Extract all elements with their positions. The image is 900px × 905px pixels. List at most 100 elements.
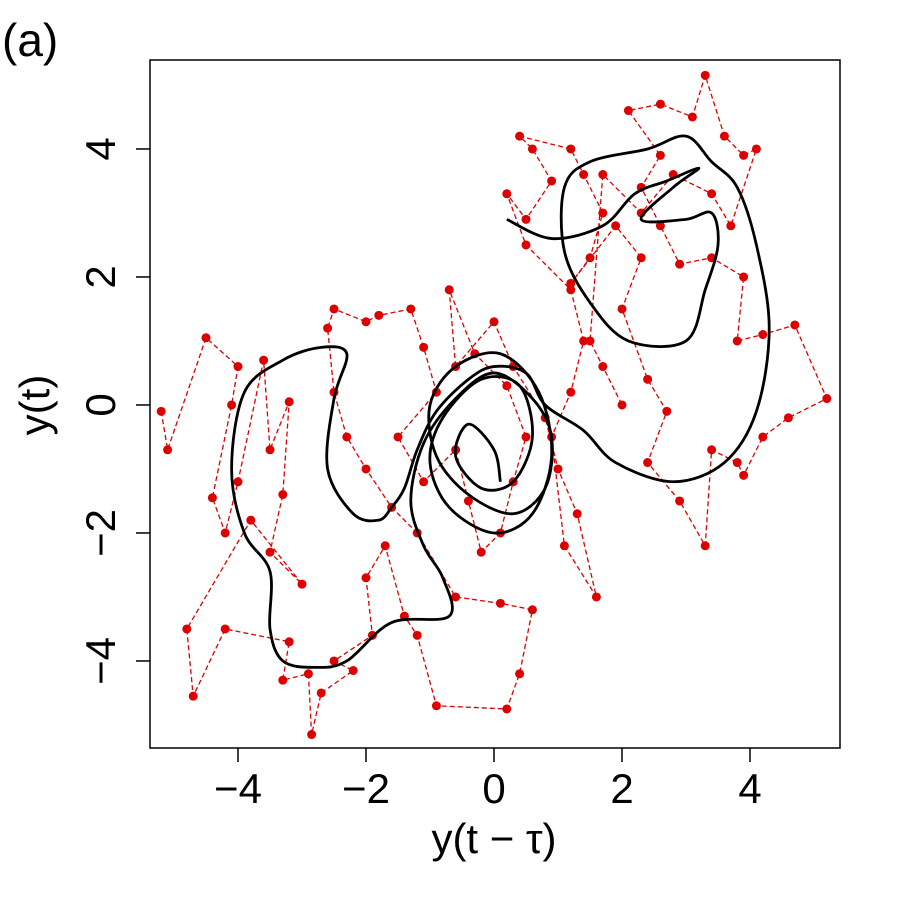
chart-title: (a) — [2, 14, 58, 66]
point — [521, 214, 531, 224]
point — [566, 144, 576, 154]
point — [233, 477, 243, 487]
x-axis-label: y(t − τ) — [431, 815, 556, 862]
point — [700, 70, 710, 80]
point — [591, 592, 601, 602]
point — [579, 170, 589, 180]
attractor-curve — [230, 134, 771, 669]
point — [751, 144, 761, 154]
point — [675, 496, 685, 506]
point — [361, 464, 371, 474]
point — [284, 397, 294, 407]
point — [732, 458, 742, 468]
point — [393, 432, 403, 442]
point — [707, 445, 717, 455]
point — [547, 176, 557, 186]
point — [348, 666, 358, 676]
point — [316, 688, 326, 698]
point — [406, 304, 416, 314]
point — [790, 320, 800, 330]
point — [278, 675, 288, 685]
point — [636, 253, 646, 263]
point — [329, 656, 339, 666]
point — [623, 106, 633, 116]
y-tick-label: 4 — [77, 137, 124, 160]
point — [579, 336, 589, 346]
point — [495, 598, 505, 608]
point — [502, 189, 512, 199]
point — [220, 624, 230, 634]
point — [361, 573, 371, 583]
point — [585, 336, 595, 346]
point — [598, 362, 608, 372]
point — [303, 669, 313, 679]
point — [572, 509, 582, 519]
point — [566, 285, 576, 295]
point — [265, 547, 275, 557]
point — [758, 432, 768, 442]
point — [284, 637, 294, 647]
point — [451, 592, 461, 602]
point — [739, 272, 749, 282]
x-tick-label: 2 — [610, 765, 633, 812]
point — [220, 528, 230, 538]
point — [444, 285, 454, 295]
point — [297, 579, 307, 589]
point — [732, 336, 742, 346]
point — [380, 541, 390, 551]
point — [323, 323, 333, 333]
point — [431, 701, 441, 711]
point — [739, 470, 749, 480]
x-tick-label: −2 — [342, 765, 390, 812]
point — [265, 445, 275, 455]
point — [553, 464, 563, 474]
point — [156, 406, 166, 416]
point — [329, 304, 339, 314]
point — [527, 144, 537, 154]
point — [521, 432, 531, 442]
y-tick-label: −4 — [77, 637, 124, 685]
point — [643, 374, 653, 384]
point — [515, 669, 525, 679]
x-tick-label: 4 — [738, 765, 761, 812]
point — [515, 131, 525, 141]
point — [182, 624, 192, 634]
point — [342, 432, 352, 442]
y-axis-label: y(t) — [11, 375, 58, 436]
point — [655, 150, 665, 160]
point — [707, 189, 717, 199]
point — [726, 221, 736, 231]
point — [246, 515, 256, 525]
point — [419, 477, 429, 487]
point — [585, 253, 595, 263]
point — [687, 112, 697, 122]
point — [412, 630, 422, 640]
point — [700, 541, 710, 551]
point — [502, 704, 512, 714]
point — [662, 406, 672, 416]
point — [783, 413, 793, 423]
point — [521, 240, 531, 250]
point — [675, 259, 685, 269]
plot-frame — [149, 59, 841, 749]
point — [502, 381, 512, 391]
point — [643, 458, 653, 468]
point — [463, 496, 473, 506]
x-tick-label: −4 — [214, 765, 262, 812]
point — [307, 730, 317, 740]
point — [361, 317, 371, 327]
point — [655, 221, 665, 231]
point — [566, 387, 576, 397]
point — [476, 547, 486, 557]
point — [598, 208, 608, 218]
point — [617, 400, 627, 410]
point — [611, 221, 621, 231]
point — [188, 691, 198, 701]
point — [278, 490, 288, 500]
x-tick-label: 0 — [482, 765, 505, 812]
point — [617, 304, 627, 314]
y-tick-label: 0 — [77, 393, 124, 416]
point — [566, 278, 576, 288]
